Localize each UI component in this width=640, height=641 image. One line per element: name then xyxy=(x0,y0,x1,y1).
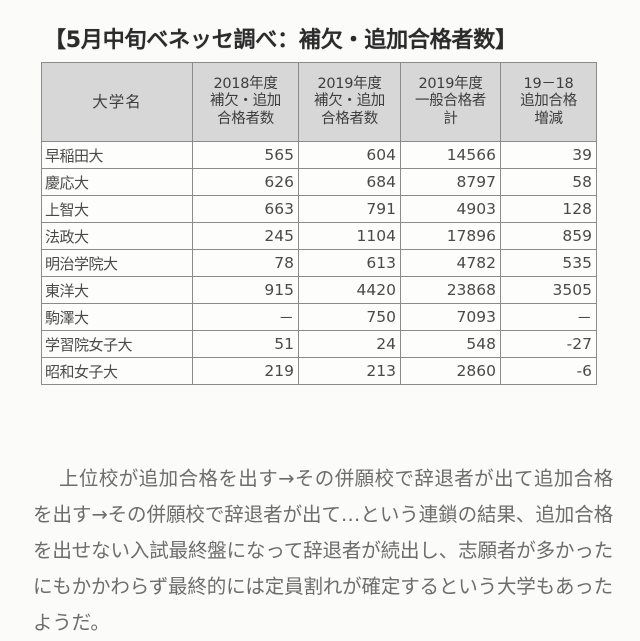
table-row: 明治学院大 78 613 4782 535 xyxy=(41,249,597,277)
header-line: 2018年度 xyxy=(213,76,278,93)
table-row: 昭和女子大 219 213 2860 -6 xyxy=(41,357,597,385)
cell-2018-supplementary: 626 xyxy=(192,168,299,196)
header-line: 追加合格 xyxy=(520,93,577,110)
header-line: 19－18 xyxy=(523,76,574,93)
table-row: 学習院女子大 51 24 548 -27 xyxy=(41,330,597,358)
cell-change: 859 xyxy=(500,222,597,250)
table-header-row: 大学名 2018年度 補欠・追加 合格者数 2019年度 補欠・追加 合格者数 … xyxy=(41,62,597,142)
column-header-2018-supplementary: 2018年度 補欠・追加 合格者数 xyxy=(192,62,299,142)
cell-2019-general-total: 548 xyxy=(400,330,501,358)
cell-university-name: 東洋大 xyxy=(41,276,193,304)
cell-change: 39 xyxy=(500,141,597,169)
cell-2018-supplementary: 219 xyxy=(192,357,299,385)
document-page: 【5月中旬ベネッセ調べ：補欠・追加合格者数】 大学名 2018年度 補欠・追加 … xyxy=(33,28,613,634)
cell-university-name: 慶応大 xyxy=(41,168,193,196)
cell-2019-supplementary: 4420 xyxy=(298,276,401,304)
table-row: 慶応大 626 684 8797 58 xyxy=(41,168,597,196)
cell-change: 535 xyxy=(500,249,597,277)
column-header-2019-supplementary: 2019年度 補欠・追加 合格者数 xyxy=(298,62,401,142)
cell-2019-general-total: 4782 xyxy=(400,249,501,277)
cell-2019-general-total: 8797 xyxy=(400,168,501,196)
page-title: 【5月中旬ベネッセ調べ：補欠・追加合格者数】 xyxy=(44,28,517,53)
header-line: 合格者数 xyxy=(217,110,274,127)
cell-2018-supplementary: － xyxy=(192,303,299,331)
cell-change: -27 xyxy=(500,330,597,358)
stats-table-container: 大学名 2018年度 補欠・追加 合格者数 2019年度 補欠・追加 合格者数 … xyxy=(41,62,597,385)
cell-university-name: 法政大 xyxy=(41,222,193,250)
column-header-university: 大学名 xyxy=(41,62,193,142)
cell-2019-general-total: 23868 xyxy=(400,276,501,304)
header-line: 大学名 xyxy=(92,92,142,111)
table-row: 法政大 245 1104 17896 859 xyxy=(41,222,597,250)
cell-2018-supplementary: 78 xyxy=(192,249,299,277)
cell-change: － xyxy=(500,303,597,331)
header-line: 一般合格者 xyxy=(415,93,486,110)
column-header-2019-general-total: 2019年度 一般合格者 計 xyxy=(400,62,501,142)
header-line: 補欠・追加 xyxy=(314,93,385,110)
header-line: 2019年度 xyxy=(317,76,382,93)
header-line: 2019年度 xyxy=(418,76,483,93)
cell-change: 3505 xyxy=(500,276,597,304)
cell-2018-supplementary: 565 xyxy=(192,141,299,169)
table-header: 大学名 2018年度 補欠・追加 合格者数 2019年度 補欠・追加 合格者数 … xyxy=(41,62,597,142)
cell-university-name: 早稲田大 xyxy=(41,141,193,169)
cell-university-name: 駒澤大 xyxy=(41,303,193,331)
column-header-year-over-year-change: 19－18 追加合格 増減 xyxy=(500,62,597,142)
cell-change: 128 xyxy=(500,195,597,223)
cell-change: -6 xyxy=(500,357,597,385)
cell-university-name: 昭和女子大 xyxy=(41,357,193,385)
supplementary-admissions-table: 大学名 2018年度 補欠・追加 合格者数 2019年度 補欠・追加 合格者数 … xyxy=(41,62,597,385)
table-row: 駒澤大 － 750 7093 － xyxy=(41,303,597,331)
cell-2019-supplementary: 684 xyxy=(298,168,401,196)
table-row: 上智大 663 791 4903 128 xyxy=(41,195,597,223)
table-row: 東洋大 915 4420 23868 3505 xyxy=(41,276,597,304)
cell-2019-supplementary: 24 xyxy=(298,330,401,358)
header-line: 合格者数 xyxy=(321,110,378,127)
cell-2019-supplementary: 604 xyxy=(298,141,401,169)
cell-2018-supplementary: 663 xyxy=(192,195,299,223)
cell-university-name: 学習院女子大 xyxy=(41,330,193,358)
cell-2018-supplementary: 245 xyxy=(192,222,299,250)
table-row: 早稲田大 565 604 14566 39 xyxy=(41,141,597,169)
cell-2019-supplementary: 791 xyxy=(298,195,401,223)
cell-2019-general-total: 2860 xyxy=(400,357,501,385)
cell-2019-general-total: 14566 xyxy=(400,141,501,169)
table-body: 早稲田大 565 604 14566 39 慶応大 626 684 8797 5… xyxy=(41,141,597,385)
cell-change: 58 xyxy=(500,168,597,196)
cell-2019-supplementary: 750 xyxy=(298,303,401,331)
header-line: 計 xyxy=(443,110,458,127)
cell-2019-general-total: 4903 xyxy=(400,195,501,223)
header-line: 補欠・追加 xyxy=(210,93,281,110)
body-paragraph: 上位校が追加合格を出す→その併願校で辞退者が出て追加合格を出す→その併願校で辞退… xyxy=(33,466,613,634)
cell-2019-general-total: 7093 xyxy=(400,303,501,331)
cell-university-name: 上智大 xyxy=(41,195,193,223)
header-line: 増減 xyxy=(534,110,563,127)
cell-2019-supplementary: 613 xyxy=(298,249,401,277)
cell-2019-general-total: 17896 xyxy=(400,222,501,250)
cell-2018-supplementary: 915 xyxy=(192,276,299,304)
cell-university-name: 明治学院大 xyxy=(41,249,193,277)
cell-2019-supplementary: 1104 xyxy=(298,222,401,250)
cell-2018-supplementary: 51 xyxy=(192,330,299,358)
cell-2019-supplementary: 213 xyxy=(298,357,401,385)
